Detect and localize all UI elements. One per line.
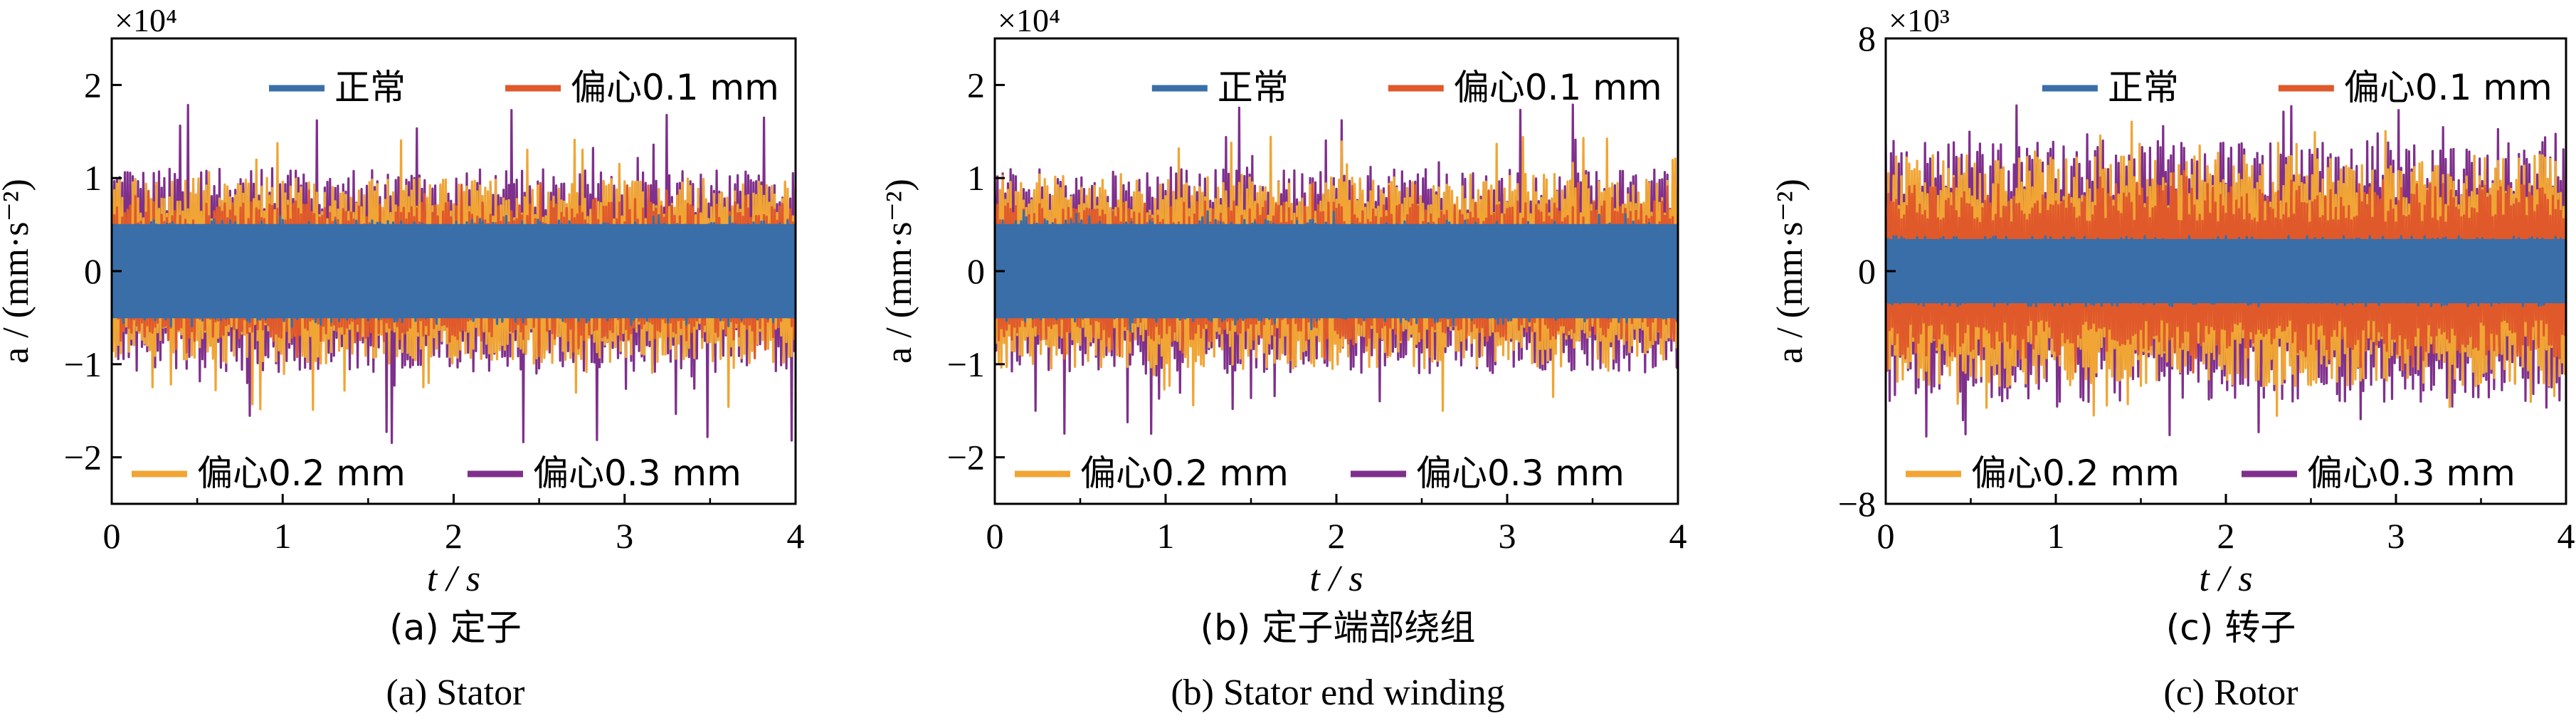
legend-label: 偏心0.3 mm	[1416, 453, 1625, 494]
x-tick-label: 1	[2047, 516, 2065, 556]
x-axis-label: t / s	[427, 559, 480, 599]
x-tick-label: 0	[103, 516, 121, 556]
y-tick-label: 2	[967, 65, 985, 105]
x-tick-label: 4	[2557, 516, 2575, 556]
legend-label: 偏心0.2 mm	[197, 453, 406, 494]
series-band-normal	[995, 223, 1678, 319]
x-tick-label: 4	[1669, 516, 1687, 556]
y-axis-label: a / (mm·s⁻²)	[0, 179, 36, 364]
y-tick-label: 8	[1858, 19, 1876, 58]
y-multiplier: ×10⁴	[998, 2, 1060, 38]
x-tick-label: 4	[787, 516, 805, 556]
y-tick-label: 2	[84, 65, 102, 105]
series-band-normal	[112, 223, 796, 319]
y-multiplier: ×10⁴	[115, 2, 177, 38]
legend-label: 偏心0.2 mm	[1080, 453, 1289, 494]
y-tick-label: 0	[84, 251, 102, 291]
x-axis-label: t / s	[2199, 559, 2252, 599]
legend-label: 正常	[334, 67, 406, 108]
legend-label: 偏心0.3 mm	[533, 453, 741, 494]
y-axis-label: a / (mm·s⁻²)	[879, 179, 919, 364]
legend-label: 正常	[1218, 67, 1289, 108]
chart-panel-1: 0 1 2 3 4 −2 −1 0 1 2 ×10⁴ t / s a / (mm·s⁻²) 正常 偏心0.1…	[0, 2, 805, 599]
x-tick-label: 3	[616, 516, 633, 556]
x-tick-label: 3	[1499, 516, 1516, 556]
y-tick-label: 0	[967, 251, 985, 291]
x-tick-label: 2	[445, 516, 463, 556]
legend-label: 正常	[2108, 67, 2179, 108]
legend-label: 偏心0.1 mm	[1454, 67, 1662, 108]
signal-group	[1886, 104, 2566, 438]
y-tick-label: 0	[1858, 251, 1876, 291]
x-tick-label: 3	[2387, 516, 2405, 556]
signal-group	[995, 103, 1678, 435]
x-axis-label: t / s	[1309, 559, 1363, 599]
caption-a-en: (a) Stator	[386, 672, 525, 713]
x-tick-label: 2	[1328, 516, 1346, 556]
caption-a-cn: (a) 定子	[389, 607, 522, 648]
y-axis-label: a / (mm·s⁻²)	[1770, 179, 1810, 364]
caption-b-cn: (b) 定子端部绕组	[1200, 607, 1476, 648]
y-tick-label: 1	[967, 158, 985, 198]
signal-group	[112, 104, 796, 444]
y-tick-label: −1	[947, 344, 985, 384]
y-tick-label: −8	[1838, 484, 1876, 524]
x-tick-label: 1	[274, 516, 292, 556]
y-tick-label: −2	[947, 438, 985, 478]
legend-label: 偏心0.1 mm	[571, 67, 779, 108]
chart-panel-2: 0 1 2 3 4 −2 −1 0 1 2 ×10⁴ t / s a / (mm·s⁻²) 正常 偏心0.1…	[879, 2, 1687, 599]
legend-label: 偏心0.2 mm	[1971, 453, 2180, 494]
x-tick-label: 0	[1877, 516, 1895, 556]
y-tick-label: 1	[84, 158, 102, 198]
x-tick-label: 0	[986, 516, 1004, 556]
caption-c-cn: (c) 转子	[2165, 607, 2296, 648]
y-tick-label: −2	[64, 438, 102, 478]
caption-b-en: (b) Stator end winding	[1171, 672, 1505, 713]
x-tick-label: 1	[1157, 516, 1175, 556]
series-band-normal	[1886, 238, 2566, 304]
x-tick-label: 2	[2217, 516, 2235, 556]
legend-label: 偏心0.1 mm	[2344, 67, 2553, 108]
y-tick-label: −1	[64, 344, 102, 384]
legend-label: 偏心0.3 mm	[2307, 453, 2516, 494]
caption-c-en: (c) Rotor	[2163, 672, 2298, 713]
y-multiplier: ×10³	[1889, 2, 1950, 38]
